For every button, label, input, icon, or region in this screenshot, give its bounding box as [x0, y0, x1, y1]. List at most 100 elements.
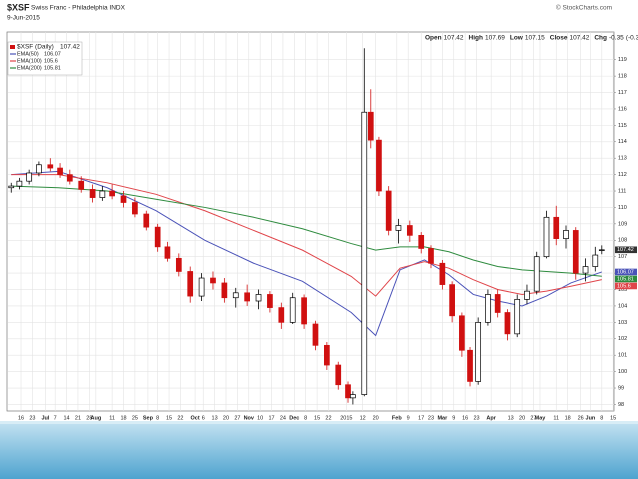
x-tick-label: 6: [202, 415, 205, 421]
x-tick-label: 9: [452, 415, 455, 421]
legend-value: 106.07: [44, 51, 61, 57]
change-pct: (-0.33%): [626, 35, 638, 42]
candle-body: [16, 180, 23, 187]
x-tick-label: 16: [18, 415, 24, 421]
candle-body: [109, 190, 115, 197]
candle-body: [406, 225, 413, 236]
stat-value: -0.35: [609, 35, 624, 42]
stat-value: 107.42: [569, 35, 589, 42]
candle-body: [278, 307, 285, 323]
candle-body: [533, 256, 540, 292]
chart-subtitle: Swiss Franc - Philadelphia INDX: [31, 5, 126, 12]
x-tick-label: 17: [418, 415, 424, 421]
labels: 9899100101102103104105106107108109110111…: [18, 57, 637, 421]
y-tick-label: 113: [618, 156, 627, 162]
x-tick-label: 28: [86, 415, 92, 421]
x-tick-label: 16: [462, 415, 468, 421]
y-tick-label: 114: [618, 139, 627, 145]
stat-label: Close: [550, 35, 568, 42]
candle-body: [494, 294, 501, 313]
x-tick-label: Dec: [289, 415, 299, 421]
candle-body: [524, 290, 530, 300]
y-tick-label: 119: [618, 57, 627, 63]
legend-value: 105.6: [44, 58, 58, 64]
candle-body: [582, 266, 589, 274]
chart-title: $XSF: [7, 2, 30, 12]
candle-body: [395, 225, 402, 231]
candle-body: [289, 297, 296, 323]
x-tick-label: 22: [177, 415, 183, 421]
candle-body: [563, 230, 569, 239]
stat-value: 107.69: [485, 35, 505, 42]
candle-body: [475, 322, 482, 382]
candle-body: [335, 364, 342, 386]
stat-value: 107.15: [525, 35, 545, 42]
x-tick-label: 11: [109, 415, 115, 421]
legend-label: EMA(100): [17, 58, 42, 64]
x-tick-label: 25: [132, 415, 138, 421]
candle-body: [467, 349, 473, 382]
candle-body: [449, 284, 455, 317]
legend-value: 105.81: [44, 65, 61, 71]
candle-body: [514, 299, 521, 335]
y-tick-label: 98: [618, 402, 624, 408]
x-tick-label: 15: [610, 415, 616, 421]
x-tick-label: 24: [280, 415, 286, 421]
x-tick-label: 8: [304, 415, 307, 421]
x-tick-label: Sep: [143, 415, 154, 421]
x-tick-label: May: [535, 415, 547, 421]
candle-body: [198, 277, 205, 297]
value-tag: [615, 275, 637, 283]
candle-body: [428, 248, 434, 264]
candle-body: [232, 292, 239, 299]
x-tick-label: 15: [166, 415, 172, 421]
legend-label: $XSF (Daily): [17, 44, 54, 51]
y-tick-label: 99: [618, 385, 624, 391]
x-tick-label: 17: [268, 415, 274, 421]
x-tick-label: 12: [360, 415, 366, 421]
candle-body: [221, 282, 228, 299]
y-tick-label: 109: [618, 221, 627, 227]
candle-body: [459, 315, 465, 351]
legend-label: EMA(200): [17, 65, 42, 71]
candle-body: [324, 344, 330, 366]
candle-body: [385, 190, 392, 231]
candle-body: [598, 249, 605, 251]
candle-body: [350, 394, 356, 399]
candle-body: [553, 216, 560, 239]
candle-body: [164, 246, 171, 259]
x-tick-label: 21: [75, 415, 81, 421]
candle-body: [78, 180, 85, 190]
stat-label: Open: [425, 35, 442, 42]
chart-date: 9-Jun-2015: [7, 15, 40, 22]
candle-body: [592, 254, 599, 267]
x-tick-label: 13: [212, 415, 218, 421]
credit: © StockCharts.com: [556, 4, 612, 12]
x-tick-label: 22: [325, 415, 331, 421]
x-tick-label: Mar: [437, 415, 448, 421]
y-tick-label: 103: [618, 320, 627, 326]
y-tick-label: 105: [618, 287, 627, 293]
candle-body: [36, 164, 42, 174]
x-tick-label: 8: [156, 415, 159, 421]
x-tick-label: Aug: [90, 415, 101, 421]
ema-line: [11, 170, 602, 337]
x-tick-label: 14: [64, 415, 70, 421]
y-tick-label: 112: [618, 172, 627, 178]
plot-frame: [6, 31, 615, 412]
candle-body: [367, 111, 374, 141]
y-tick-label: 108: [618, 238, 627, 244]
legend-value: 107.42: [60, 44, 80, 51]
y-tick-label: 100: [618, 369, 627, 375]
legend-label: EMA(50): [17, 51, 39, 57]
grid: [8, 32, 614, 411]
candle-body: [255, 294, 262, 302]
x-tick-label: 27: [234, 415, 240, 421]
x-tick-label: 18: [565, 415, 571, 421]
x-tick-label: 23: [428, 415, 434, 421]
candle-body: [66, 174, 73, 182]
x-tick-label: 9: [407, 415, 410, 421]
x-tick-label: Oct: [191, 415, 200, 421]
